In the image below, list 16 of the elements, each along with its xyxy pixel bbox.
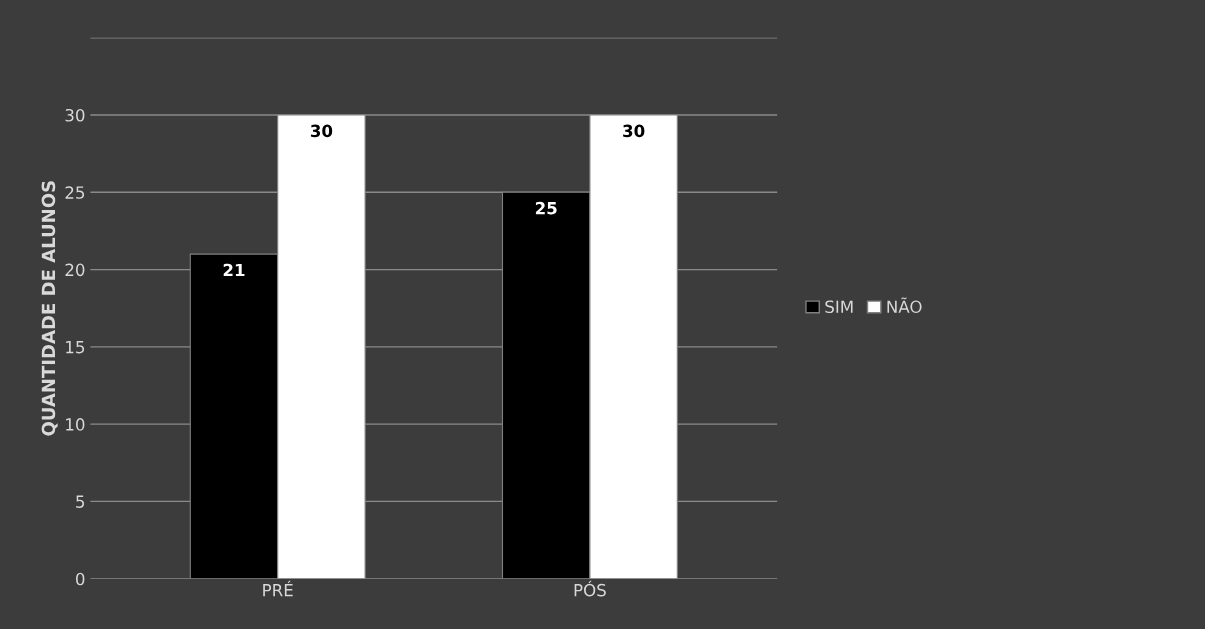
y-tick-label: 15 — [66, 341, 85, 354]
legend-label: SIM — [825, 300, 853, 314]
y-tick-label: 20 — [65, 263, 85, 277]
data-label: 30 — [310, 124, 333, 138]
x-tick-label: PRÉ — [263, 580, 293, 597]
data-label: 25 — [535, 201, 557, 215]
data-label: 30 — [623, 124, 645, 138]
data-label: 21 — [223, 263, 245, 277]
y-tick-label: 30 — [65, 108, 85, 122]
y-tick-label: 10 — [66, 418, 85, 431]
y-tick-label: 25 — [65, 186, 85, 199]
legend-label: NÃO — [887, 297, 922, 314]
y-tick-label: 0 — [76, 572, 85, 586]
x-tick-label: PÓS — [574, 580, 606, 597]
y-axis-title: QUANTIDADE DE ALUNOS — [41, 181, 58, 436]
y-tick-label: 5 — [76, 495, 85, 508]
